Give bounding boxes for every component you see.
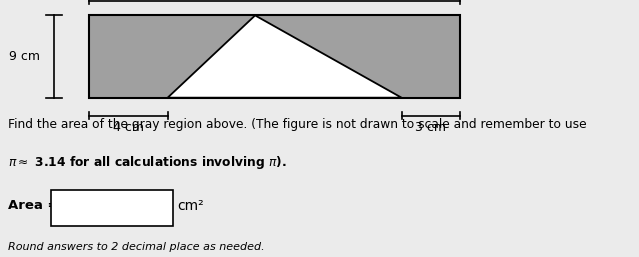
Text: Round answers to 2 decimal place as needed.: Round answers to 2 decimal place as need… (8, 242, 265, 252)
Text: Area =: Area = (8, 199, 58, 212)
FancyBboxPatch shape (51, 190, 173, 226)
Text: cm²: cm² (177, 199, 204, 213)
Text: 9 cm: 9 cm (9, 50, 40, 63)
Text: Find the area of the gray region above. (The figure is not drawn to scale and re: Find the area of the gray region above. … (8, 118, 587, 131)
Text: 4 cm: 4 cm (113, 121, 144, 134)
Text: 3 cm: 3 cm (415, 121, 446, 134)
Bar (89, 15, 460, 98)
Text: $\pi \approx$ 3.14 for all calculations involving $\pi$).: $\pi \approx$ 3.14 for all calculations … (8, 154, 287, 171)
Polygon shape (167, 15, 401, 98)
